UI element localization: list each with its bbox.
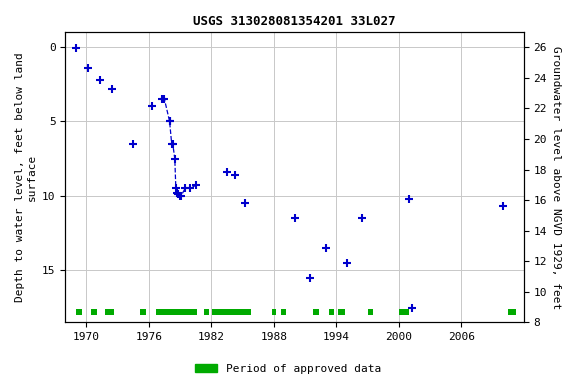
Bar <box>213 310 251 314</box>
Bar <box>204 310 209 314</box>
Y-axis label: Depth to water level, feet below land
surface: Depth to water level, feet below land su… <box>15 52 37 302</box>
Bar <box>339 310 344 314</box>
Bar <box>141 310 146 314</box>
Bar <box>76 310 82 314</box>
Y-axis label: Groundwater level above NGVD 1929, feet: Groundwater level above NGVD 1929, feet <box>551 46 561 309</box>
Bar <box>329 310 334 314</box>
Bar <box>281 310 286 314</box>
Bar <box>92 310 97 314</box>
Bar <box>156 310 196 314</box>
Bar <box>367 310 373 314</box>
Bar <box>313 310 319 314</box>
Title: USGS 313028081354201 33L027: USGS 313028081354201 33L027 <box>194 15 396 28</box>
Legend: Period of approved data: Period of approved data <box>191 359 385 379</box>
Bar <box>272 310 276 314</box>
Bar <box>105 310 115 314</box>
Bar <box>508 310 516 314</box>
Bar <box>399 310 410 314</box>
